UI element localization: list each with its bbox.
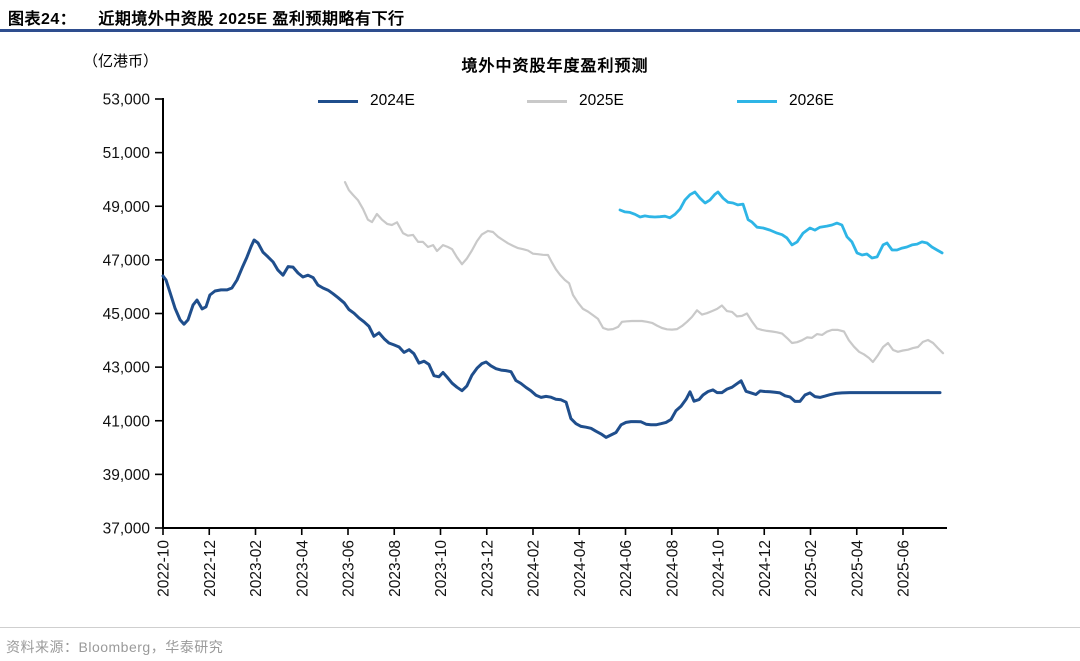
- x-tick-label: 2023-08: [387, 540, 404, 597]
- legend-label-2025e: 2025E: [579, 92, 624, 109]
- x-tick-label: 2025-06: [896, 540, 913, 597]
- x-tick-label: 2023-02: [248, 540, 265, 597]
- figure-header: 图表24： 近期境外中资股 2025E 盈利预期略有下行: [8, 5, 404, 29]
- x-tick-label: 2023-04: [294, 540, 311, 597]
- legend-label-2024e: 2024E: [370, 92, 415, 109]
- y-tick-label: 51,000: [103, 145, 151, 162]
- y-tick-label: 37,000: [103, 521, 151, 538]
- legend-swatch-2025e: [527, 99, 567, 103]
- y-axis: 37,000 39,000 41,000 43,000 45,000 47,000 49,0…: [103, 92, 164, 538]
- x-tick-label: 2025-04: [849, 540, 866, 597]
- x-tick-label: 2022-12: [202, 540, 219, 597]
- x-tick-label: 2024-04: [572, 540, 589, 597]
- x-tick-label: 2023-12: [479, 540, 496, 597]
- series-line-2026e: [618, 190, 944, 260]
- legend-label-2026e: 2026E: [789, 92, 834, 109]
- y-tick-label: 47,000: [103, 252, 151, 269]
- legend-item-2026e: 2026E: [737, 90, 834, 112]
- legend-item-2025e: 2025E: [527, 90, 624, 112]
- x-tick-label: 2024-10: [711, 540, 728, 597]
- series-line-2025e: [343, 181, 945, 364]
- source-note: 资料来源：Bloomberg，华泰研究: [6, 639, 224, 655]
- y-tick-label: 45,000: [103, 306, 151, 323]
- y-tick-label: 43,000: [103, 360, 151, 377]
- header-divider: [0, 29, 1080, 32]
- series-line-2024e: [161, 238, 942, 439]
- x-tick-label: 2024-12: [757, 540, 774, 597]
- figure-number: 图表24：: [8, 11, 77, 28]
- x-tick-label: 2024-06: [618, 540, 635, 597]
- x-tick-label: 2025-02: [803, 540, 820, 597]
- x-tick-label: 2023-06: [341, 540, 358, 597]
- x-tick-label: 2024-02: [526, 540, 543, 597]
- y-tick-label: 39,000: [103, 467, 151, 484]
- figure-title: 近期境外中资股 2025E 盈利预期略有下行: [98, 11, 405, 28]
- y-tick-label: 49,000: [103, 199, 151, 216]
- footer-divider: [0, 627, 1080, 628]
- y-tick-label: 41,000: [103, 413, 151, 430]
- chart-title: 境外中资股年度盈利预测: [461, 58, 649, 75]
- legend-item-2024e: 2024E: [318, 90, 415, 112]
- x-axis: 2022-10 2022-12 2023-02 2023-04 2023-06 2023-…: [156, 527, 947, 597]
- y-tick-label: 53,000: [103, 92, 151, 109]
- x-tick-label: 2022-10: [156, 540, 173, 597]
- legend-swatch-2026e: [737, 99, 777, 103]
- legend-swatch-2024e: [318, 99, 358, 103]
- x-tick-label: 2023-10: [433, 540, 450, 597]
- y-axis-unit-label: （亿港币）: [83, 53, 159, 70]
- x-tick-label: 2024-08: [664, 540, 681, 597]
- chart-legend: 2024E 2025E 2026E: [0, 90, 1080, 112]
